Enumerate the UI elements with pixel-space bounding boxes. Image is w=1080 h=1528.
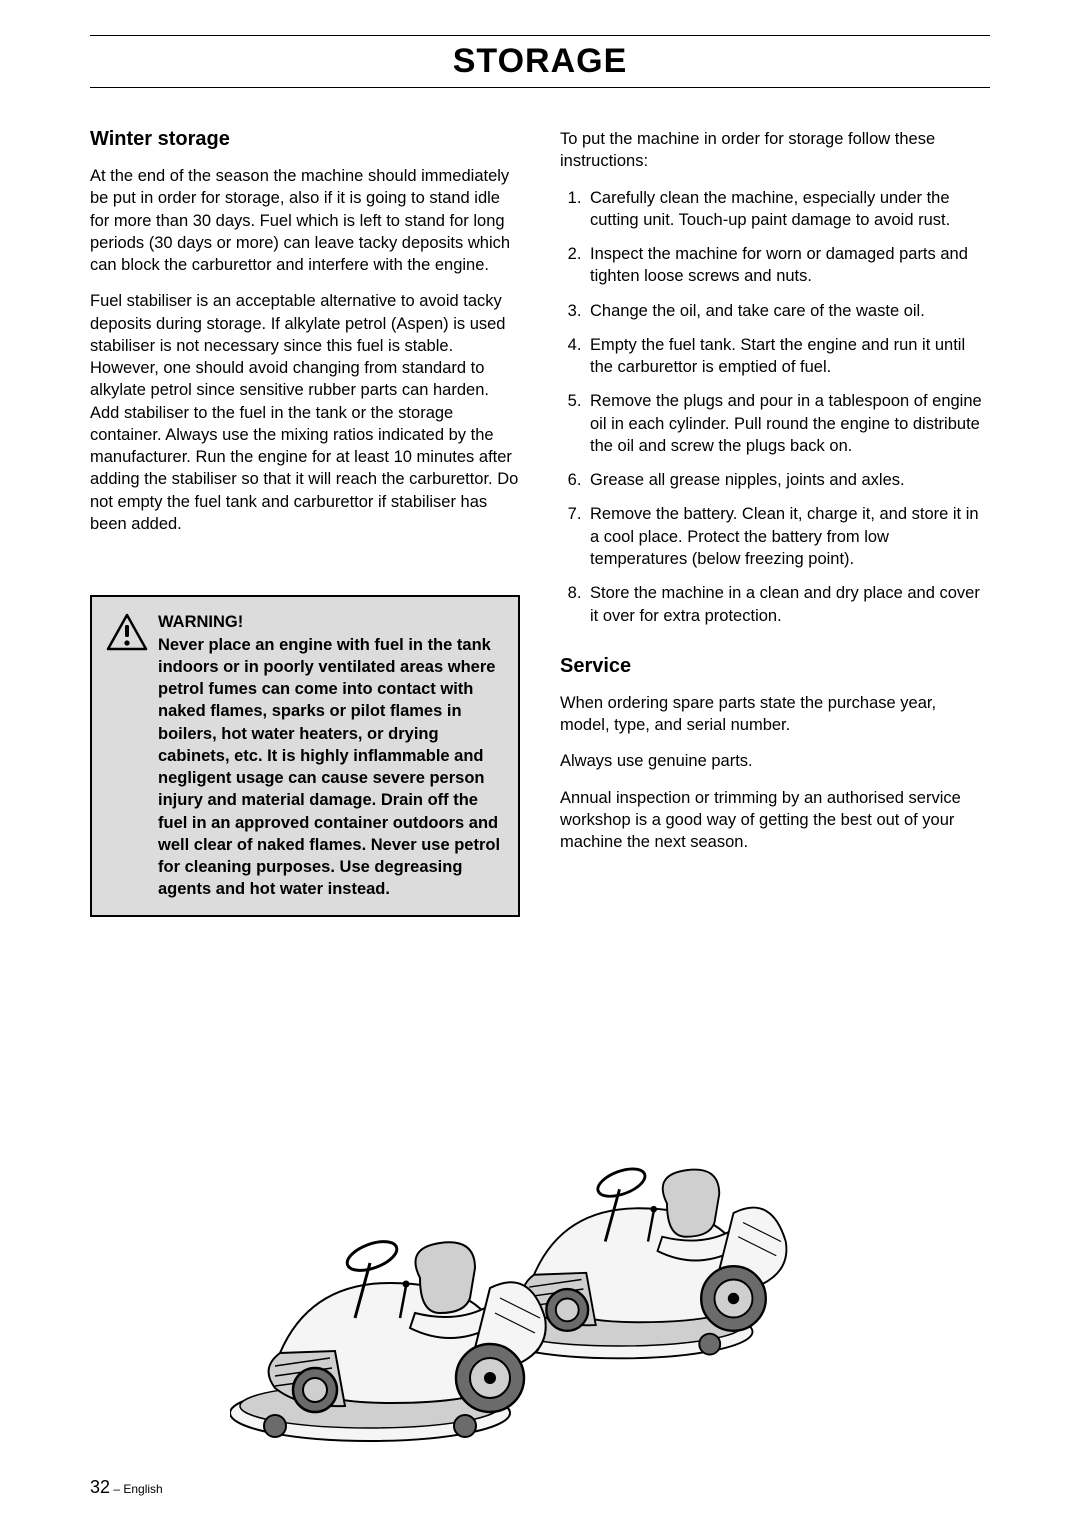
two-column-region: Winter storage At the end of the season … [90, 128, 990, 917]
list-item: Inspect the machine for worn or damaged … [586, 243, 990, 288]
section-heading-service: Service [560, 655, 990, 678]
paragraph: At the end of the season the machine sho… [90, 165, 520, 276]
left-column: Winter storage At the end of the season … [90, 128, 520, 917]
page-lang-label: – English [110, 1482, 163, 1496]
mid-rule [90, 87, 990, 88]
storage-steps-list: Carefully clean the machine, especially … [560, 187, 990, 627]
list-item: Store the machine in a clean and dry pla… [586, 582, 990, 627]
paragraph: Fuel stabiliser is an acceptable alterna… [90, 290, 520, 535]
paragraph: When ordering spare parts state the purc… [560, 692, 990, 737]
list-item: Grease all grease nipples, joints and ax… [586, 469, 990, 491]
list-item: Carefully clean the machine, especially … [586, 187, 990, 232]
list-item: Empty the fuel tank. Start the engine an… [586, 334, 990, 379]
warning-box: WARNING! Never place an engine with fuel… [90, 595, 520, 916]
list-item: Change the oil, and take care of the was… [586, 300, 990, 322]
page-footer: 32 – English [90, 1477, 163, 1498]
warning-triangle-icon [106, 611, 148, 900]
manual-page: STORAGE Winter storage At the end of the… [0, 0, 1080, 1528]
paragraph: Always use genuine parts. [560, 750, 990, 772]
list-item: Remove the plugs and pour in a tablespoo… [586, 390, 990, 457]
right-column: To put the machine in order for storage … [560, 128, 990, 917]
paragraph: To put the machine in order for storage … [560, 128, 990, 173]
list-item: Remove the battery. Clean it, charge it,… [586, 503, 990, 570]
paragraph: Annual inspection or trimming by an auth… [560, 787, 990, 854]
top-rule [90, 35, 990, 36]
section-heading-winter-storage: Winter storage [90, 128, 520, 151]
page-number: 32 [90, 1477, 110, 1497]
warning-body: Never place an engine with fuel in the t… [158, 634, 502, 901]
page-title: STORAGE [90, 40, 990, 87]
mower-illustration [90, 1118, 990, 1448]
warning-title: WARNING! [158, 611, 502, 633]
warning-text: WARNING! Never place an engine with fuel… [158, 611, 502, 900]
